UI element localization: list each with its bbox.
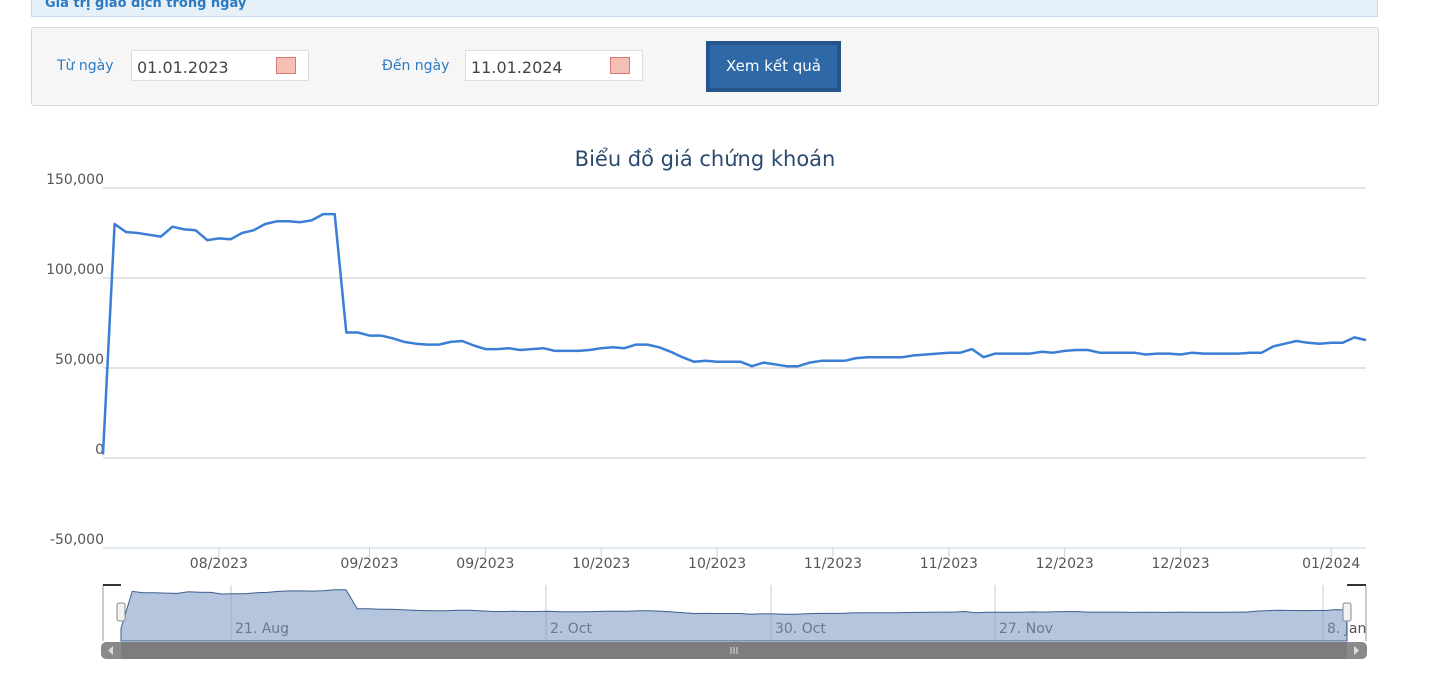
to-value: 11.01.2024 xyxy=(471,58,563,77)
to-input[interactable]: 11.01.2024 xyxy=(465,50,643,81)
x-tick-label: 12/2023 xyxy=(1036,556,1094,572)
to-label: Đến ngày xyxy=(382,58,450,74)
x-tick-label: 12/2023 xyxy=(1152,556,1210,572)
calendar-icon[interactable] xyxy=(276,57,296,74)
date-form: Từ ngày 01.01.2023 Đến ngày 11.01.2024 X… xyxy=(31,27,1379,106)
x-tick-label: 11/2023 xyxy=(804,556,862,572)
y-tick-label: 0 xyxy=(95,442,104,458)
y-tick-label: 50,000 xyxy=(55,352,104,368)
price-line xyxy=(101,212,1367,455)
from-value: 01.01.2023 xyxy=(137,58,229,77)
navigator-handle[interactable] xyxy=(116,602,126,622)
y-tick-label: 150,000 xyxy=(46,172,104,188)
scroll-right[interactable] xyxy=(1354,646,1359,655)
x-tick-label: 09/2023 xyxy=(456,556,514,572)
x-tick-label: 01/2024 xyxy=(1302,556,1360,572)
navigator-handle[interactable] xyxy=(1342,602,1352,622)
x-tick-label: 09/2023 xyxy=(340,556,398,572)
from-input[interactable]: 01.01.2023 xyxy=(131,50,309,81)
chart-title: Biểu đồ giá chứng khoán xyxy=(575,147,836,171)
calendar-icon[interactable] xyxy=(610,57,630,74)
scroll-left[interactable] xyxy=(108,646,113,655)
submit-button[interactable]: Xem kết quả xyxy=(706,41,841,92)
section-header: Giá trị giao dịch trong ngày xyxy=(31,0,1378,17)
y-tick-label: 100,000 xyxy=(46,262,104,278)
y-tick-label: -50,000 xyxy=(50,532,104,548)
x-tick-label: 08/2023 xyxy=(190,556,248,572)
from-label: Từ ngày xyxy=(57,58,114,74)
x-tick-label: 10/2023 xyxy=(688,556,746,572)
x-tick-label: 11/2023 xyxy=(920,556,978,572)
x-tick-label: 10/2023 xyxy=(572,556,630,572)
button-label: Xem kết quả xyxy=(710,45,837,88)
navigator-area xyxy=(120,589,1348,642)
